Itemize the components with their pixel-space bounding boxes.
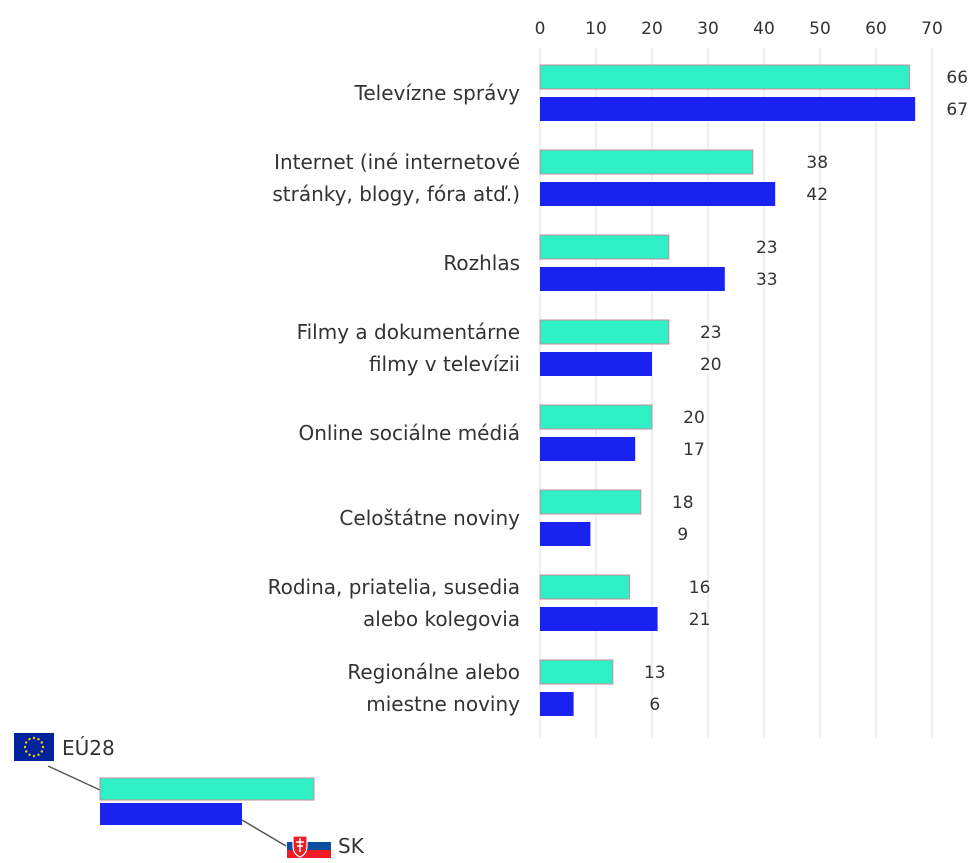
bar-eu28	[539, 319, 670, 345]
bar-sk	[540, 97, 916, 121]
data-label: 16	[689, 578, 711, 598]
bar-eu28	[539, 574, 631, 600]
sk-cross	[296, 838, 304, 852]
legend-label-eu28: EÚ28	[62, 736, 115, 760]
legend-label-sk: SK	[338, 834, 365, 858]
data-label: 21	[689, 610, 711, 630]
bar-eu28	[539, 404, 653, 430]
x-tick-label: 70	[921, 19, 943, 39]
eu-flag-star	[37, 738, 40, 741]
legend-connector	[47, 765, 101, 791]
bar-eu28	[539, 489, 642, 515]
eu-flag-star	[32, 736, 36, 740]
category-label: filmy v televízii	[369, 352, 520, 376]
x-tick-label: 50	[809, 19, 831, 39]
eu-flag-star	[41, 745, 45, 749]
category-label: stránky, blogy, fóra atď.)	[272, 182, 520, 206]
eu-flag-star	[32, 754, 36, 758]
data-label: 67	[946, 100, 968, 120]
bar-sk	[540, 607, 658, 631]
bar-sk	[540, 692, 574, 716]
bar-sk	[540, 522, 591, 546]
data-label: 23	[700, 323, 722, 343]
category-label: Celoštátne noviny	[339, 506, 520, 530]
x-tick-label: 40	[753, 19, 775, 39]
category-label: Rozhlas	[443, 251, 520, 275]
category-label: alebo kolegovia	[363, 607, 520, 631]
x-tick-label: 30	[697, 19, 719, 39]
sk-flag-icon	[287, 833, 331, 842]
data-label: 23	[756, 238, 778, 258]
sk-flag-band	[287, 842, 331, 850]
data-label: 6	[649, 695, 660, 715]
category-label: Rodina, priatelia, susedia	[268, 575, 520, 599]
category-label: miestne noviny	[366, 692, 520, 716]
eu-flag-star	[25, 741, 28, 744]
data-label: 20	[700, 355, 722, 375]
x-tick-label: 20	[641, 19, 663, 39]
eu-flag-star	[40, 741, 43, 744]
eu-flag-star	[25, 750, 28, 753]
bar-eu28	[539, 234, 670, 260]
data-label: 66	[946, 68, 968, 88]
bar-eu28	[539, 149, 754, 175]
category-label: Online sociálne médiá	[298, 421, 520, 445]
bar-sk	[540, 437, 636, 461]
x-tick-label: 60	[865, 19, 887, 39]
category-label: Regionálne alebo	[347, 660, 520, 684]
bar-sk	[540, 352, 652, 376]
eu-flag-star	[37, 753, 40, 756]
legend-swatch-sk	[100, 803, 242, 825]
legend-connector	[241, 819, 287, 847]
data-label: 9	[677, 525, 688, 545]
eu-flag-star	[28, 753, 31, 756]
bar-sk	[540, 182, 776, 206]
legend-swatch-eu28	[99, 777, 315, 801]
x-tick-label: 10	[585, 19, 607, 39]
data-label: 42	[806, 185, 828, 205]
bar-eu28	[539, 659, 614, 685]
data-label: 20	[683, 408, 705, 428]
bar-eu28	[539, 64, 911, 90]
data-label: 38	[806, 153, 828, 173]
data-label: 33	[756, 270, 778, 290]
category-label: Internet (iné internetové	[274, 150, 520, 174]
x-tick-label: 0	[535, 19, 546, 39]
data-label: 13	[644, 663, 666, 683]
eu-flag-star	[23, 745, 27, 749]
eu-flag-star	[40, 750, 43, 753]
bar-sk	[540, 267, 725, 291]
eu-flag-star	[28, 738, 31, 741]
sk-flag-band	[287, 850, 331, 858]
data-label: 17	[683, 440, 705, 460]
category-label: Filmy a dokumentárne	[297, 320, 520, 344]
category-label: Televízne správy	[354, 81, 521, 105]
data-label: 18	[672, 493, 694, 513]
